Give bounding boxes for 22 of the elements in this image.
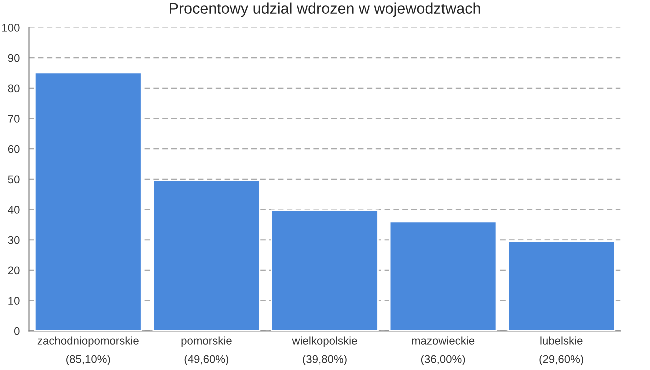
- y-tick-label: 80: [8, 84, 20, 93]
- y-tick-label: 40: [8, 206, 20, 214]
- y-tick-label: 60: [8, 145, 20, 154]
- y-tick-label: 20: [8, 266, 20, 275]
- bar: [389, 221, 498, 332]
- x-tick-label: pomorskie (49,60%): [182, 336, 232, 366]
- x-tick-label: mazowieckie (36,00%): [412, 336, 475, 366]
- x-tick-label: zachodniopomorskie (85,10%): [38, 336, 139, 366]
- y-tick-label: 10: [8, 297, 20, 305]
- bar: [508, 240, 616, 332]
- chart-title: Procentowy udzial wdrozen w wojewodztwach: [170, 2, 480, 18]
- y-tick-label: 90: [8, 54, 20, 62]
- x-tick-label: wielkopolskie (39,80%): [292, 336, 358, 366]
- bar: [271, 210, 379, 332]
- y-tick-label: 100: [2, 24, 20, 32]
- bar: [152, 180, 261, 332]
- y-tick-label: 30: [8, 236, 20, 244]
- y-tick-label: 50: [8, 176, 20, 184]
- bar: [34, 72, 142, 332]
- x-tick-label: lubelskie (29,60%): [540, 336, 584, 366]
- y-tick-label: 70: [8, 115, 20, 123]
- y-tick-label: 0: [14, 327, 20, 336]
